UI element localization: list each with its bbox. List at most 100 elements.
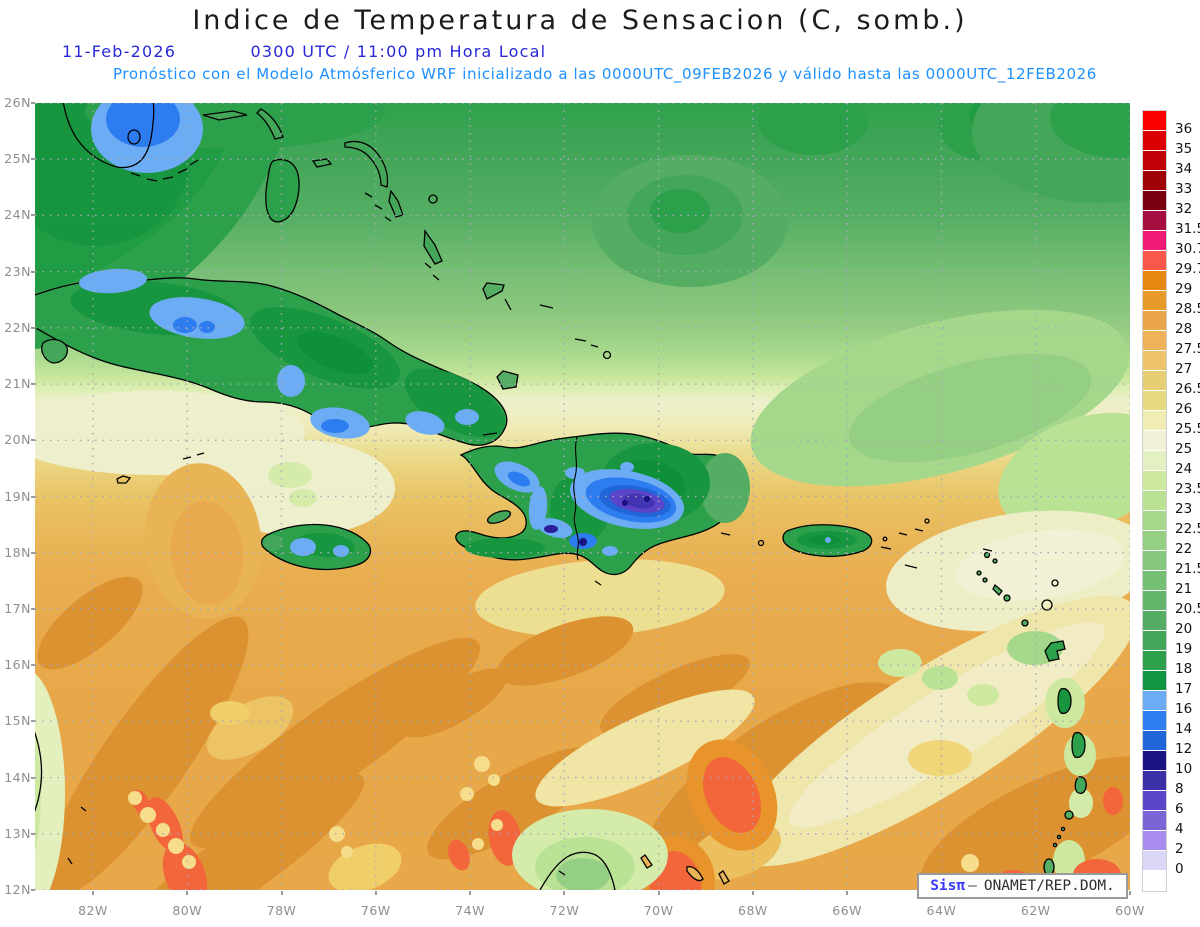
lon-tick-label: 76W <box>360 903 391 918</box>
colorbar-tick-label: 27 <box>1175 361 1193 377</box>
colorbar-tick-label: 10 <box>1175 761 1193 777</box>
colorbar-cell <box>1143 371 1166 391</box>
colorbar-tick-label: 29 <box>1175 281 1193 297</box>
colorbar-tick-label: 27.5 <box>1175 341 1200 357</box>
colorbar-cell <box>1143 831 1166 851</box>
lat-tick-mark <box>31 270 35 273</box>
colorbar-tick-label: 29.7 <box>1175 261 1200 277</box>
colorbar-tick-label: 32 <box>1175 201 1193 217</box>
colorbar-tick-label: 2 <box>1175 841 1184 857</box>
bahamas <box>202 108 612 390</box>
credit-dash: – <box>968 878 977 894</box>
colorbar-cell <box>1143 771 1166 791</box>
lesser-antilles <box>976 548 1087 876</box>
colorbar-cell <box>1143 231 1166 251</box>
lat-tick-mark <box>31 720 35 723</box>
lat-tick-label: 21N <box>4 376 31 392</box>
colorbar-tick-label: 28.5 <box>1175 301 1200 317</box>
lat-tick-mark <box>31 664 35 667</box>
datetime-line: 11-Feb-2026 0300 UTC / 11:00 pm Hora Loc… <box>62 42 546 61</box>
colorbar-tick-label: 30.7 <box>1175 241 1200 257</box>
colorbar-cell <box>1143 791 1166 811</box>
colorbar-cell <box>1143 211 1166 231</box>
colorbar-tick-label: 23 <box>1175 501 1193 517</box>
lat-tick-label: 25N <box>4 151 31 167</box>
lon-tick-label: 74W <box>455 903 485 918</box>
lon-tick-label: 80W <box>172 903 203 918</box>
colorbar-tick-label: 35 <box>1175 141 1193 157</box>
lon-tick-label: 68W <box>738 903 768 918</box>
coastlines <box>35 103 1087 890</box>
lon-tick-mark <box>374 891 377 895</box>
colorbar-cell <box>1143 871 1166 891</box>
colorbar-tick-label: 0 <box>1175 861 1184 877</box>
lat-tick-mark <box>31 158 35 161</box>
colorbar-tick-label: 22 <box>1175 541 1193 557</box>
colorbar-cell <box>1143 331 1166 351</box>
brand-label: Sisπ <box>930 878 966 894</box>
colorbar-cell <box>1143 551 1166 571</box>
colorbar-tick-label: 22.5 <box>1175 521 1200 537</box>
lat-tick-label: 14N <box>4 769 31 785</box>
colorbar-cell <box>1143 111 1166 131</box>
lon-tick-label: 66W <box>832 903 863 918</box>
guajira-peninsula <box>539 851 616 890</box>
colorbar-cell <box>1143 411 1166 431</box>
abc-islands <box>640 854 730 885</box>
colorbar-tick-label: 14 <box>1175 721 1193 737</box>
lat-tick-mark <box>31 776 35 779</box>
colorbar-cell <box>1143 531 1166 551</box>
lon-tick-mark <box>280 891 283 895</box>
south-warm-region <box>35 510 1130 890</box>
colorbar-tick-label: 8 <box>1175 781 1184 797</box>
colorbar-tick-label: 21.5 <box>1175 561 1200 577</box>
bank-islets <box>182 452 205 460</box>
warm-cell-beads <box>128 756 979 872</box>
colorbar-tick-label: 20 <box>1175 621 1193 637</box>
lat-tick-label: 18N <box>4 544 31 560</box>
lat-tick-label: 19N <box>4 488 31 504</box>
colorbar-tick-label: 26 <box>1175 401 1193 417</box>
colorbar-tick-label: 19 <box>1175 641 1193 657</box>
lat-tick-label: 17N <box>4 600 31 616</box>
colorbar-cell <box>1143 351 1166 371</box>
colorbar-cell <box>1143 751 1166 771</box>
colorbar-tick-label: 31.5 <box>1175 221 1200 237</box>
lat-tick-label: 24N <box>4 207 31 223</box>
colorbar-cell <box>1143 511 1166 531</box>
colorbar-cell <box>1143 291 1166 311</box>
lat-tick-mark <box>31 214 35 217</box>
colorbar-tick-label: 36 <box>1175 121 1193 137</box>
lon-tick-label: 64W <box>926 903 957 918</box>
colorbar-tick-label: 16 <box>1175 701 1193 717</box>
lat-tick-label: 22N <box>4 319 31 335</box>
colorbar-cell <box>1143 671 1166 691</box>
credit-org: ONAMET/REP.DOM. <box>983 878 1115 894</box>
lat-tick-mark <box>31 832 35 835</box>
colorbar-tick-label: 33 <box>1175 181 1193 197</box>
colorbar-cell <box>1143 691 1166 711</box>
lat-tick-label: 23N <box>4 263 31 279</box>
haiti-dr-border <box>573 436 579 561</box>
lat-tick-label: 15N <box>4 713 31 729</box>
colorbar-cell <box>1143 171 1166 191</box>
colorbar-cell <box>1143 251 1166 271</box>
lon-tick-mark <box>91 891 94 895</box>
colorbar-tick-label: 24 <box>1175 461 1193 477</box>
lon-tick-mark <box>751 891 754 895</box>
colorbar-tick-label: 21 <box>1175 581 1193 597</box>
lat-tick-mark <box>31 383 35 386</box>
heat-index-map <box>35 103 1130 890</box>
colorbar-tick-label: 12 <box>1175 741 1193 757</box>
colorbar-cell <box>1143 811 1166 831</box>
colorbar-tick-label: 25.5 <box>1175 421 1200 437</box>
puerto-rico <box>757 518 930 569</box>
lon-tick-mark <box>846 891 849 895</box>
colorbar-cell <box>1143 431 1166 451</box>
lat-tick-label: 26N <box>4 95 31 110</box>
colorbar-cell <box>1143 151 1166 171</box>
lon-tick-mark <box>186 891 189 895</box>
lon-tick-label: 82W <box>78 903 108 918</box>
credit-box: Sisπ – ONAMET/REP.DOM. <box>917 873 1128 899</box>
lon-tick-label: 78W <box>266 903 297 918</box>
